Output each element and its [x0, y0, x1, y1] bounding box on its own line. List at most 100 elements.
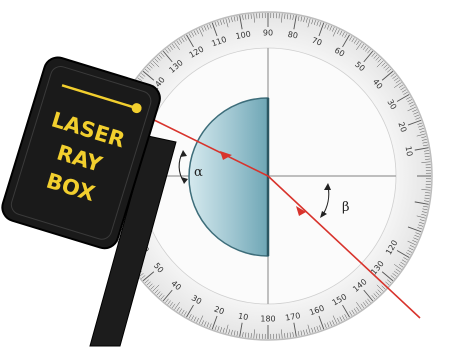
protractor-tick	[349, 311, 353, 316]
protractor-tick	[406, 252, 411, 256]
protractor-tick	[318, 22, 325, 37]
protractor-tick	[400, 87, 405, 91]
protractor-tick	[424, 200, 430, 202]
protractor-tick	[408, 247, 414, 251]
protractor-tick	[236, 331, 239, 337]
protractor-tick	[319, 325, 322, 331]
protractor-tick	[416, 133, 426, 137]
protractor-tick	[289, 332, 291, 338]
protractor-tick	[293, 322, 297, 337]
protractor-tick	[289, 14, 291, 20]
protractor-tick	[356, 302, 362, 310]
protractor-tick	[419, 130, 425, 133]
protractor-tick	[162, 50, 173, 63]
protractor-tick	[148, 283, 153, 288]
protractor-tick	[401, 89, 407, 93]
protractor-tick	[418, 224, 424, 227]
protractor-tick	[423, 144, 429, 147]
protractor-tick	[150, 62, 155, 67]
protractor-tick	[220, 327, 223, 332]
protractor-tick	[154, 58, 159, 63]
protractor-tick	[398, 84, 404, 88]
incident-arrow-icon	[220, 151, 232, 160]
protractor-tick	[417, 227, 423, 230]
protractor-tick	[250, 13, 252, 19]
protractor-tick	[217, 326, 220, 332]
protractor-tick	[313, 327, 316, 332]
protractor-tick	[209, 23, 212, 29]
protractor-tick	[418, 125, 424, 128]
protractor-tick	[381, 70, 394, 81]
protractor-tick	[414, 114, 420, 118]
protractor-tick	[383, 64, 388, 69]
protractor-label: 10	[237, 311, 249, 322]
protractor-label: 10	[403, 145, 414, 157]
protractor-tick	[225, 324, 229, 334]
protractor-tick	[300, 16, 303, 22]
protractor-tick	[409, 104, 415, 107]
protractor-label: 20	[396, 121, 408, 134]
protractor-tick	[292, 14, 294, 20]
protractor-tick	[154, 289, 159, 294]
protractor-tick	[141, 73, 146, 77]
protractor-tick	[196, 29, 199, 35]
protractor-tick	[179, 308, 183, 313]
protractor-tick	[377, 58, 382, 63]
protractor-tick	[385, 281, 390, 286]
protractor-tick	[311, 327, 314, 333]
protractor-tick	[236, 15, 239, 21]
protractor-tick	[191, 315, 195, 321]
protractor-tick	[403, 257, 408, 261]
protractor-tick	[367, 298, 371, 303]
protractor-tick	[424, 153, 430, 155]
protractor-tick	[179, 39, 183, 44]
protractor-tick	[217, 20, 220, 26]
protractor-tick	[292, 332, 294, 338]
protractor-tick	[365, 47, 369, 52]
protractor-tick	[142, 271, 155, 282]
protractor-tick	[188, 33, 192, 38]
protractor-tick	[209, 323, 212, 329]
protractor-tick	[381, 271, 394, 282]
protractor-tick	[211, 22, 218, 37]
protractor-tick	[332, 28, 338, 37]
protractor-tick	[148, 64, 153, 69]
protractor-tick	[371, 295, 376, 300]
protractor-tick	[407, 240, 416, 246]
protractor-tick	[169, 45, 174, 50]
protractor-tick	[403, 91, 408, 95]
protractor-tick	[300, 330, 303, 336]
protractor-tick	[425, 192, 431, 194]
protractor-tick	[412, 109, 418, 112]
protractor-tick	[141, 275, 146, 279]
protractor-tick	[222, 327, 225, 333]
protractor-tick	[181, 309, 185, 315]
protractor-tick	[407, 249, 413, 253]
protractor-tick	[242, 14, 244, 20]
protractor-tick	[344, 314, 348, 319]
protractor-tick	[228, 329, 231, 335]
laser-ray	[149, 117, 421, 319]
laser-box-stand	[89, 135, 177, 347]
protractor-tick	[160, 295, 165, 300]
protractor-tick	[421, 189, 431, 191]
protractor-tick	[365, 300, 369, 305]
protractor-tick	[424, 197, 430, 199]
protractor-tick	[158, 293, 163, 298]
protractor-tick	[324, 23, 327, 29]
protractor-tick	[198, 28, 204, 37]
incident-ray	[149, 117, 269, 177]
protractor-tick	[398, 264, 404, 268]
protractor-tick	[293, 15, 297, 30]
protractor-tick	[424, 155, 430, 157]
protractor-tick	[351, 309, 355, 315]
protractor-tick	[377, 289, 382, 294]
protractor-tick	[425, 158, 431, 160]
protractor-tick	[253, 13, 255, 23]
protractor-tick	[407, 99, 413, 103]
protractor-tick	[341, 31, 345, 37]
protractor-tick	[239, 322, 243, 337]
protractor-tick	[387, 279, 392, 284]
protractor-tick	[415, 232, 421, 235]
protractor-tick	[250, 333, 252, 339]
